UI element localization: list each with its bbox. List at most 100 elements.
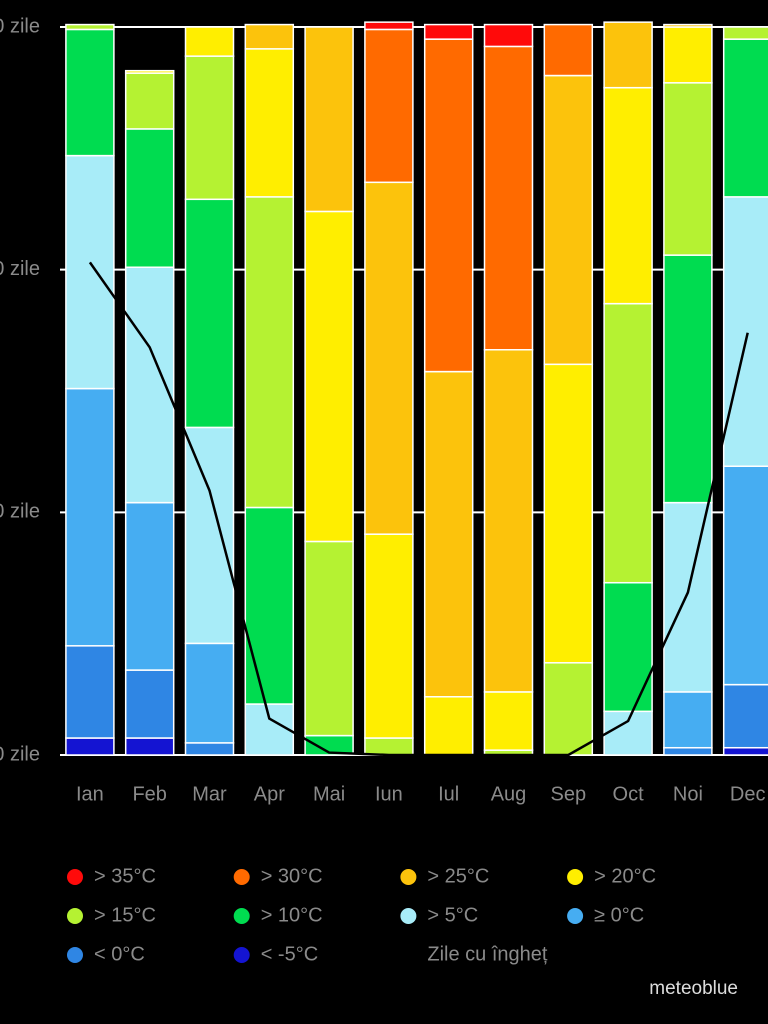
legend-label: > 10°C	[261, 904, 323, 926]
x-tick-label: Sep	[551, 783, 587, 805]
bar-segment	[65, 154, 115, 390]
bar-segment	[722, 26, 768, 40]
x-tick-label: Mar	[192, 783, 227, 805]
legend-label: > 35°C	[94, 865, 156, 887]
bar-segment	[483, 348, 534, 693]
bar-segment	[184, 742, 235, 756]
bar-segment	[722, 683, 768, 749]
legend-label: Zile cu îngheț	[427, 943, 548, 965]
brand: meteoblue	[649, 978, 738, 999]
x-tick-label: Mai	[313, 783, 345, 805]
bar-segment	[483, 691, 534, 751]
y-tick-label: 20 zile	[0, 258, 40, 280]
bar-segment	[722, 465, 768, 686]
legend-label: > 15°C	[94, 904, 156, 926]
bar-segment	[423, 696, 474, 756]
legend-marker	[233, 869, 250, 885]
bar-segment	[244, 703, 295, 756]
bar-segment	[124, 72, 175, 130]
bar-segment	[423, 38, 474, 373]
x-tick-label: Ian	[76, 783, 104, 805]
legend-marker	[233, 947, 250, 963]
bar-segment	[124, 501, 175, 671]
legend-label: < 0°C	[94, 943, 145, 965]
legend-label: > 25°C	[427, 865, 489, 887]
legend-marker	[400, 908, 417, 924]
bar-segment	[65, 28, 115, 157]
bar-segment	[663, 26, 713, 84]
x-tick-label: Iun	[375, 783, 403, 805]
bar-segment	[65, 387, 115, 647]
bar-segment	[65, 645, 115, 739]
bar-segment	[543, 74, 594, 366]
bar-segment	[244, 48, 295, 198]
bar-segment	[663, 501, 713, 693]
bar-segment	[124, 669, 175, 739]
bar-segment	[543, 662, 594, 756]
bar-segment	[184, 198, 235, 429]
legend-label: > 5°C	[427, 904, 478, 926]
x-tick-label: Noi	[673, 783, 703, 805]
legend-marker	[400, 869, 417, 885]
bar-segment	[184, 55, 235, 201]
bar-segment	[244, 506, 295, 705]
legend-label: ≥ 0°C	[594, 904, 644, 926]
y-tick-label: 30 zile	[0, 15, 40, 37]
bar-segment	[364, 21, 414, 31]
bar-segment	[244, 23, 295, 50]
bar-segment	[603, 21, 653, 89]
bar-segment	[423, 23, 474, 40]
bar-segment	[304, 210, 354, 543]
legend-marker	[567, 908, 584, 924]
bar-segment	[603, 710, 653, 756]
x-tick-label: Dec	[730, 783, 766, 805]
bar-segment	[304, 26, 354, 213]
bar-segment	[543, 23, 594, 77]
legend-marker	[67, 908, 83, 924]
legend-marker	[233, 908, 250, 924]
bar-segment	[483, 45, 534, 351]
bar-segment	[663, 23, 713, 28]
bar-segment	[603, 86, 653, 305]
bar-segment	[184, 642, 235, 744]
bar-segment	[184, 26, 235, 57]
bar-segment	[663, 254, 713, 504]
bar-segment	[663, 691, 713, 749]
legend-marker	[567, 869, 584, 885]
bar-segment	[124, 128, 175, 268]
x-tick-label: Apr	[254, 783, 285, 805]
y-tick-label: 10 zile	[0, 501, 40, 523]
legend-marker	[67, 869, 83, 885]
x-tick-label: Oct	[613, 783, 645, 805]
bar-segment	[483, 23, 534, 48]
legend-label: > 30°C	[261, 865, 323, 887]
bar-segment	[603, 302, 653, 584]
bar-segment	[663, 746, 713, 756]
bar-segment	[364, 28, 414, 184]
bar-segment	[244, 196, 295, 509]
bar-segment	[722, 746, 768, 756]
bar-segment	[304, 540, 354, 737]
bar-segment	[364, 533, 414, 739]
x-tick-label: Iul	[438, 783, 459, 805]
bar-segment	[663, 82, 713, 256]
bar-segment	[722, 196, 768, 467]
legend-label: > 20°C	[594, 865, 656, 887]
bar-segment	[722, 38, 768, 198]
bar-segment	[543, 363, 594, 664]
bar-segment	[124, 737, 175, 756]
y-tick-label: 0 zile	[0, 743, 40, 765]
x-tick-label: Feb	[132, 783, 166, 805]
x-tick-label: Aug	[491, 783, 527, 805]
legend-marker	[67, 947, 83, 963]
bar-segment	[65, 737, 115, 756]
bar-segment	[603, 581, 653, 713]
bar-segment	[364, 737, 414, 756]
bar-segment	[124, 69, 175, 74]
frost-line	[88, 261, 749, 757]
bar-segment	[65, 23, 115, 31]
bar-segment	[423, 370, 474, 698]
bar-segment	[364, 181, 414, 535]
legend-label: < -5°C	[261, 943, 318, 965]
